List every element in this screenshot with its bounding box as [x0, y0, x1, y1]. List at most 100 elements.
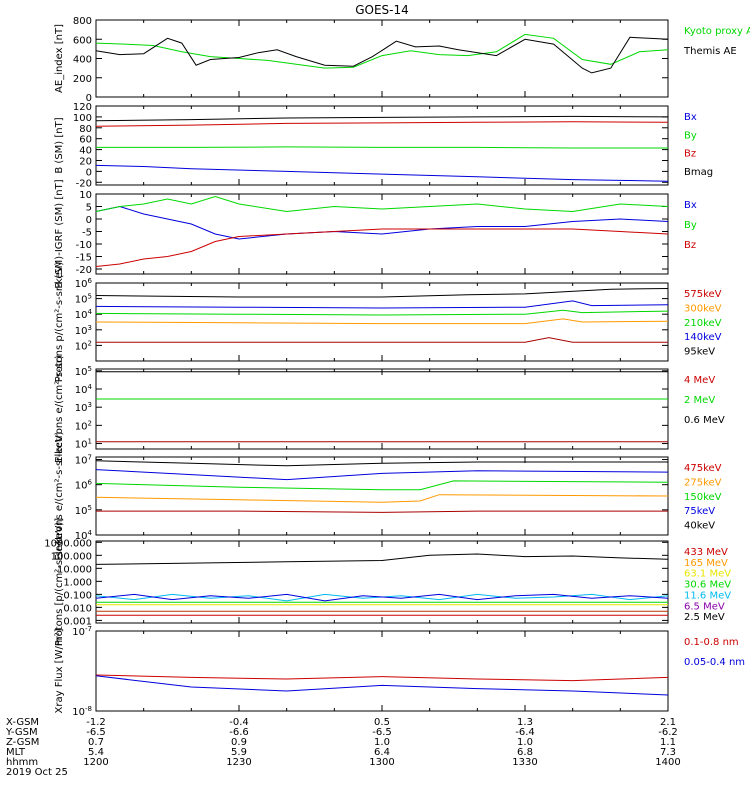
- y-tick-label: 105: [75, 293, 92, 306]
- y-tick-label: 200: [73, 74, 92, 85]
- series-line-by: [96, 146, 668, 149]
- y-axis-label: B (SM)-IGRF (SM) [nT]: [54, 179, 65, 288]
- ephemeris-value: 5.4: [88, 747, 104, 758]
- series-line-140kev: [95, 300, 669, 309]
- series-line-40kev: [95, 460, 668, 467]
- y-tick-label: 0.010: [63, 603, 92, 614]
- ephemeris-value: 6.4: [374, 747, 390, 758]
- y-tick-label: 10.000: [57, 564, 92, 575]
- ephemeris-value: 1.0: [374, 737, 390, 748]
- legend-entry: 2.5 MeV: [684, 612, 725, 623]
- series-line-bmag: [95, 115, 669, 122]
- ephemeris-value: 2.1: [660, 717, 676, 728]
- legend-entry: 575keV: [684, 289, 722, 300]
- panel-frame: [95, 19, 669, 98]
- legend-entry: 475keV: [684, 463, 722, 474]
- y-tick-label: 103: [75, 401, 92, 414]
- y-tick-label: 106: [75, 479, 93, 492]
- y-tick-label: 10-7: [72, 625, 92, 638]
- series-line-275kev: [95, 494, 669, 503]
- y-axis-label: B (SM) [nT]: [54, 117, 65, 173]
- y-tick-label: 0: [86, 167, 92, 178]
- y-tick-label: 10: [79, 190, 92, 201]
- y-tick-label: 105: [75, 365, 92, 378]
- series-line-kyoto-proxy-ae: [95, 33, 669, 69]
- ephemeris-footer: X-GSMY-GSMZ-GSMMLThhmm-1.2-6.50.75.41200…: [5, 717, 681, 778]
- legend-entry: 0.6 MeV: [684, 415, 725, 426]
- ephemeris-value: 7.3: [660, 747, 676, 758]
- y-axis-label: Electrons e/(cm²-s-sr-keV): [54, 431, 65, 560]
- legend-entry: 300keV: [684, 303, 722, 314]
- y-tick-label: 400: [73, 55, 92, 66]
- y-tick-label: 102: [75, 419, 92, 432]
- panel-5: 101 102 103 104 105 Electrons e/(cm²-s-sr) 4 M…: [54, 355, 725, 463]
- series-line-0-05-0-4-nm: [95, 675, 669, 696]
- y-tick-label: 105: [75, 504, 92, 517]
- ephemeris-value: -1.2: [86, 717, 106, 728]
- ephemeris-value: 0.9: [231, 737, 247, 748]
- y-tick-label: 102: [75, 339, 92, 352]
- ephemeris-value: 1.0: [517, 737, 533, 748]
- y-tick-label: -15: [76, 253, 92, 264]
- panel-1: 0 200 400 600 800 AE_index [nT] Kyoto proxy AE…: [54, 16, 750, 104]
- legend-entry: 6.5 MeV: [684, 601, 725, 612]
- series-line-bx: [95, 164, 669, 182]
- series-line-by: [95, 195, 669, 213]
- legend-entry: Kyoto proxy AE: [684, 26, 750, 37]
- legend-entry: 0.1-0.8 nm: [684, 637, 739, 648]
- y-tick-label: 0.100: [63, 590, 92, 601]
- series-line-575kev: [96, 337, 668, 343]
- series-line-210kev: [95, 309, 669, 316]
- y-tick-label: -5: [82, 228, 92, 239]
- y-tick-label: 104: [75, 529, 93, 542]
- ephemeris-value: -6.5: [86, 727, 106, 738]
- ephemeris-value: 1400: [655, 757, 680, 768]
- series-line-6-5-mev: [95, 593, 669, 602]
- y-tick-label: -20: [76, 265, 92, 276]
- y-axis-label: Protons [p/(cm²-s-sr-keV)]: [54, 518, 65, 646]
- legend-entry: 30.6 MeV: [684, 580, 731, 591]
- y-tick-label: 20: [79, 156, 92, 167]
- ephemeris-row-label: Z-GSM: [6, 737, 39, 748]
- legend-entry: 150keV: [684, 492, 722, 503]
- series-line-0-1-0-8-nm: [95, 674, 669, 682]
- ephemeris-row-label: X-GSM: [6, 717, 39, 728]
- ephemeris-value: 1330: [512, 757, 537, 768]
- series-line-75kev: [95, 469, 669, 481]
- legend-entry: 0.05-0.4 nm: [684, 657, 745, 668]
- legend-entry: 210keV: [684, 318, 722, 329]
- ephemeris-value: -6.4: [515, 727, 535, 738]
- legend-entry: 40keV: [684, 521, 715, 532]
- legend-entry: 433 MeV: [684, 547, 728, 558]
- y-tick-label: 1.000: [63, 577, 92, 588]
- y-tick-label: 5: [86, 203, 92, 214]
- y-tick-label: 1000.000: [44, 538, 92, 549]
- panel-frame: [95, 630, 669, 712]
- series-line-themis-ae: [95, 36, 669, 74]
- y-axis-label: AE_index [nT]: [54, 24, 65, 93]
- panel-6: 104 105 106 107 Electrons e/(cm²-s-sr-keV) 47…: [54, 431, 722, 560]
- ephemeris-value: 5.9: [231, 747, 247, 758]
- ephemeris-value: 0.5: [374, 717, 390, 728]
- legend-entry: By: [684, 220, 697, 231]
- date-label: 2019 Oct 25: [6, 767, 68, 778]
- legend-entry: 95keV: [684, 347, 715, 358]
- panel-7: 0.001 0.010 0.100 1.000 10.000 100.000 1000.00…: [44, 518, 731, 646]
- series-line-bz: [95, 228, 669, 267]
- legend-entry: 2 MeV: [684, 395, 715, 406]
- y-tick-label: 106: [75, 277, 93, 290]
- series-line-bx: [95, 205, 669, 240]
- ephemeris-value: 1230: [226, 757, 251, 768]
- legend-entry: 75keV: [684, 506, 715, 517]
- y-tick-label: 0.001: [63, 616, 92, 627]
- panel-4: 102 103 104 105 106 Protons p/(cm²-s-sr-keV) 5…: [54, 262, 722, 383]
- y-tick-label: 10-8: [72, 705, 92, 718]
- ephemeris-value: -6.5: [372, 727, 392, 738]
- legend-entry: 11.6 MeV: [684, 590, 731, 601]
- panel-frame: [95, 540, 669, 624]
- chart-title: GOES-14: [355, 3, 409, 17]
